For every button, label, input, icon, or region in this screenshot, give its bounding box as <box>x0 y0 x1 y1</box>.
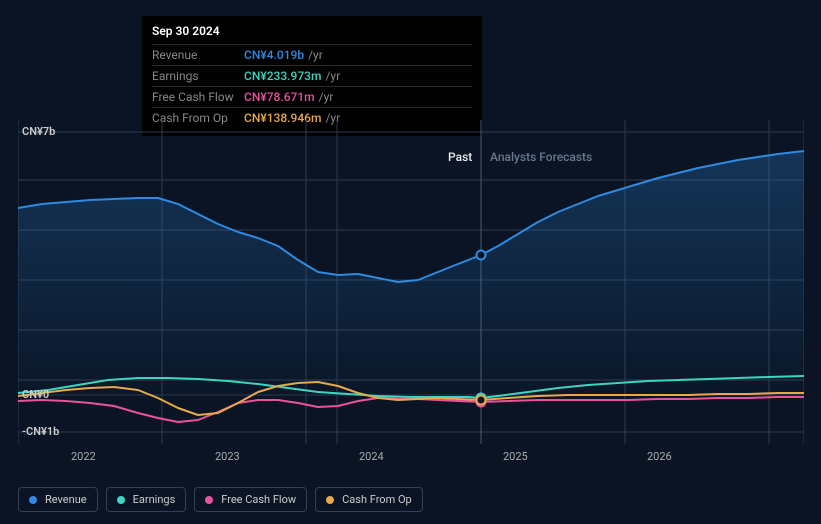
legend-item-revenue[interactable]: Revenue <box>18 487 98 512</box>
x-axis-label: 2024 <box>359 450 384 463</box>
tooltip-date: Sep 30 2024 <box>152 24 472 44</box>
tooltip-row: EarningsCN¥233.973m/yr <box>152 65 472 86</box>
tooltip-row-value: CN¥78.671m <box>244 90 315 104</box>
legend-dot-icon <box>326 496 334 504</box>
section-label: Analysts Forecasts <box>490 150 592 164</box>
legend-label: Free Cash Flow <box>221 493 296 506</box>
tooltip-row: Free Cash FlowCN¥78.671m/yr <box>152 86 472 107</box>
legend-item-cash-from-op[interactable]: Cash From Op <box>315 487 423 512</box>
tooltip-row-value: CN¥4.019b <box>244 48 304 62</box>
legend-label: Earnings <box>133 493 176 506</box>
legend-label: Revenue <box>45 493 87 506</box>
x-axis-label: 2026 <box>647 450 672 463</box>
legend-item-free-cash-flow[interactable]: Free Cash Flow <box>194 487 307 512</box>
chart-tooltip: Sep 30 2024 RevenueCN¥4.019b/yrEarningsC… <box>142 16 482 136</box>
y-axis-label: CN¥7b <box>22 125 55 138</box>
legend-dot-icon <box>205 496 213 504</box>
x-axis-label: 2022 <box>71 450 96 463</box>
y-axis-label: CN¥0 <box>22 388 49 401</box>
tooltip-row-label: Revenue <box>152 48 244 62</box>
chart-legend: Revenue Earnings Free Cash Flow Cash From O… <box>18 487 423 512</box>
financials-chart: CN¥7bCN¥0-CN¥1b 20222023202420252026 Pas… <box>18 120 804 444</box>
tooltip-row: RevenueCN¥4.019b/yr <box>152 44 472 65</box>
tooltip-row-unit: /yr <box>325 69 340 83</box>
tooltip-row-label: Earnings <box>152 69 244 83</box>
tooltip-row-label: Free Cash Flow <box>152 90 244 104</box>
legend-label: Cash From Op <box>342 493 412 506</box>
tooltip-row-value: CN¥233.973m <box>244 69 321 83</box>
x-axis-label: 2023 <box>215 450 240 463</box>
legend-item-earnings[interactable]: Earnings <box>106 487 187 512</box>
tooltip-row-unit: /yr <box>308 48 323 62</box>
chart-svg <box>18 120 804 444</box>
section-label: Past <box>448 150 472 164</box>
y-axis-label: -CN¥1b <box>22 425 59 438</box>
legend-dot-icon <box>29 496 37 504</box>
legend-dot-icon <box>117 496 125 504</box>
tooltip-row-unit: /yr <box>319 90 334 104</box>
x-axis-label: 2025 <box>503 450 528 463</box>
